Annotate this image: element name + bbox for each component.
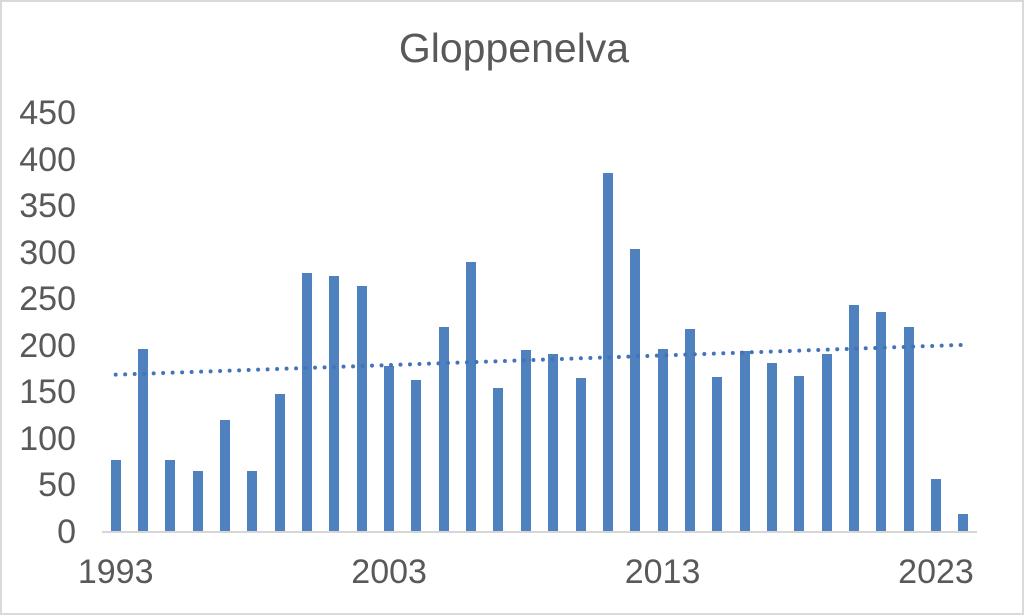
bar-2006 [466,262,477,532]
bar-2009 [548,354,559,532]
y-tick-label-50: 50 [38,466,76,505]
bar-1998 [247,470,258,532]
bar-1999 [274,394,285,532]
bar-2014 [684,329,695,532]
trendline-dotted-line [113,342,966,377]
x-axis-line [102,531,977,533]
y-tick-label-350: 350 [19,187,76,226]
x-tick-label-2013: 2013 [624,553,701,591]
bar-2021 [876,312,887,532]
bar-2023 [930,478,941,532]
chart-title: Gloppenelva [398,25,630,71]
bar-2017 [766,363,777,532]
bar-2013 [657,348,668,532]
bar-2015 [712,376,723,532]
y-tick-label-400: 400 [19,140,76,179]
y-tick-label-250: 250 [19,280,76,319]
bar-2012 [630,248,641,532]
y-tick-label-0: 0 [57,513,76,551]
y-tick-label-300: 300 [19,233,76,272]
bar-2011 [602,172,613,532]
bar-2022 [903,327,914,532]
y-tick-label-450: 450 [19,94,76,133]
bar-2002 [356,286,367,532]
bar-2000 [302,273,313,532]
y-tick-label-200: 200 [19,326,76,365]
bar-2019 [821,354,832,532]
bar-1994 [138,348,149,532]
bar-2003 [384,366,395,532]
bar-2001 [329,275,340,532]
y-tick-label-100: 100 [19,419,76,458]
bar-2004 [411,380,422,532]
y-tick-label-150: 150 [19,373,76,412]
bar-1993 [110,460,121,532]
bar-2024 [958,514,969,532]
x-tick-label-2023: 2023 [898,553,974,591]
bar-2007 [493,387,504,532]
bar-1995 [165,460,176,532]
bar-1996 [192,471,203,532]
bar-2016 [739,351,750,532]
x-tick-label-2003: 2003 [351,553,427,591]
bar-1997 [220,420,231,532]
bar-2018 [794,375,805,532]
x-tick-label-1993: 1993 [77,553,154,591]
bar-2005 [438,327,449,532]
bar-2020 [848,304,859,532]
bar-2010 [575,378,586,532]
bar-2008 [520,350,531,532]
